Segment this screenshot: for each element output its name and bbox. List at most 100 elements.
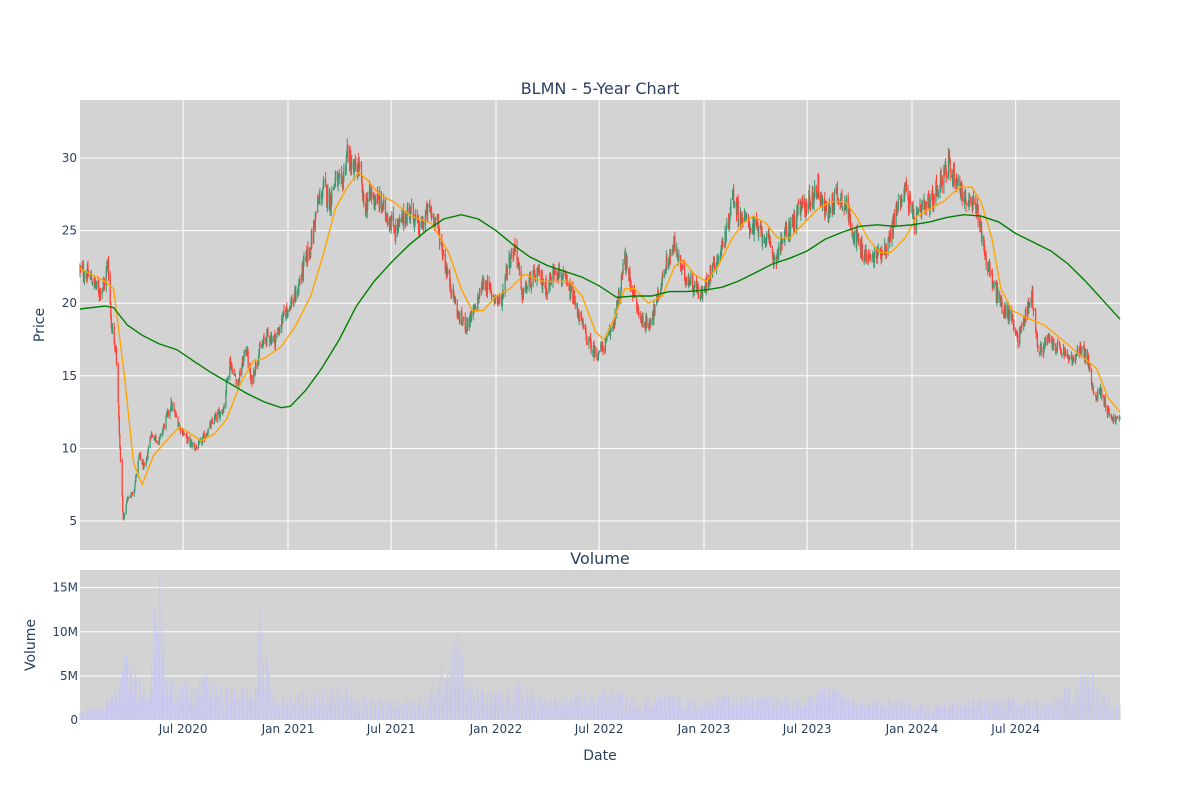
candle-body	[501, 296, 503, 306]
volume-bar	[884, 713, 886, 720]
volume-bar	[158, 657, 160, 720]
candle-body	[837, 198, 839, 199]
volume-bar	[880, 708, 882, 720]
candle-body	[345, 160, 347, 174]
volume-bar	[542, 703, 544, 720]
volume-bar	[470, 686, 472, 720]
volume-bar	[450, 650, 452, 720]
volume-bar	[309, 706, 311, 720]
candle-body	[841, 192, 843, 207]
volume-bar	[781, 699, 783, 720]
candle-body	[458, 317, 461, 324]
volume-bar	[153, 651, 155, 720]
volume-bar	[231, 701, 233, 720]
volume-bar	[297, 695, 299, 720]
volume-bar	[231, 683, 233, 720]
volume-bar	[382, 707, 384, 720]
candle-body	[441, 244, 444, 255]
volume-bar	[739, 706, 741, 720]
volume-bar	[917, 705, 919, 720]
volume-bar	[637, 708, 639, 720]
volume-bar	[811, 694, 813, 720]
candle-body	[769, 236, 771, 243]
volume-bar	[967, 701, 969, 720]
candle-body	[865, 250, 868, 263]
volume-bar	[633, 700, 635, 720]
candle-body	[1032, 291, 1034, 309]
volume-bar	[764, 709, 766, 720]
volume-bar	[1081, 681, 1083, 720]
candle-body	[513, 254, 515, 258]
volume-bar	[1007, 711, 1009, 720]
volume-bar	[993, 703, 995, 720]
volume-bar	[488, 707, 490, 720]
volume-bar	[893, 711, 895, 720]
candle-body	[768, 233, 770, 239]
volume-bar	[945, 707, 947, 720]
candle-body	[147, 447, 149, 452]
volume-bar	[752, 696, 754, 720]
volume-bar	[213, 696, 215, 720]
volume-bar	[660, 695, 662, 720]
candle-body	[413, 215, 415, 225]
volume-bar	[877, 706, 879, 720]
candle-body	[1065, 352, 1067, 357]
candle-body	[469, 312, 471, 323]
volume-bar	[808, 696, 810, 720]
candle-body	[979, 220, 981, 227]
volume-bar	[1076, 690, 1078, 720]
candle-body	[829, 211, 832, 214]
volume-bar	[919, 711, 921, 720]
volume-bar	[265, 696, 267, 720]
volume-bar	[145, 703, 147, 720]
volume-bar	[628, 711, 630, 720]
volume-bar	[610, 690, 612, 720]
volume-bar	[451, 668, 453, 720]
volume-bar	[521, 702, 523, 720]
volume-bar	[460, 638, 462, 720]
candle-body	[458, 311, 460, 319]
volume-bar	[677, 698, 679, 720]
candle-body	[456, 303, 458, 317]
candle-body	[924, 204, 926, 208]
volume-bar	[967, 698, 969, 720]
price-candles[interactable]	[79, 138, 1121, 521]
volume-bar	[464, 687, 466, 720]
volume-bar	[828, 686, 830, 720]
volume-bar	[498, 692, 500, 720]
candle-body	[903, 195, 905, 202]
candle-body	[811, 191, 813, 207]
candle-body	[1000, 300, 1002, 306]
volume-bar	[1059, 699, 1061, 720]
volume-bar	[462, 657, 464, 720]
volume-bar	[221, 707, 223, 720]
candle-body	[744, 212, 746, 214]
volume-plot-area[interactable]	[80, 570, 1120, 720]
candle-body	[430, 208, 432, 213]
volume-bar	[1055, 699, 1057, 720]
candle-body	[681, 267, 683, 270]
volume-bars[interactable]	[79, 572, 1121, 720]
candle-body	[985, 254, 987, 267]
candle-body	[277, 331, 279, 335]
candle-body	[1066, 353, 1069, 356]
candle-body	[346, 151, 348, 158]
candle-body	[584, 327, 587, 331]
candle-body	[666, 258, 668, 268]
volume-bar	[261, 631, 263, 720]
candle-body	[697, 284, 699, 291]
candle-body	[742, 219, 744, 222]
volume-bar	[666, 710, 668, 720]
volume-bar	[851, 705, 853, 720]
candle-body	[761, 233, 763, 241]
volume-bar	[839, 693, 841, 720]
candle-body	[79, 266, 82, 268]
chart-title: BLMN - 5-Year Chart	[521, 79, 680, 98]
volume-bar	[399, 705, 401, 720]
volume-bar	[533, 691, 535, 720]
price-y-tick-label: 10	[62, 441, 77, 455]
volume-bar	[852, 712, 854, 720]
volume-bar	[416, 710, 418, 720]
volume-bar	[114, 703, 116, 720]
price-plot-area[interactable]	[80, 100, 1120, 550]
